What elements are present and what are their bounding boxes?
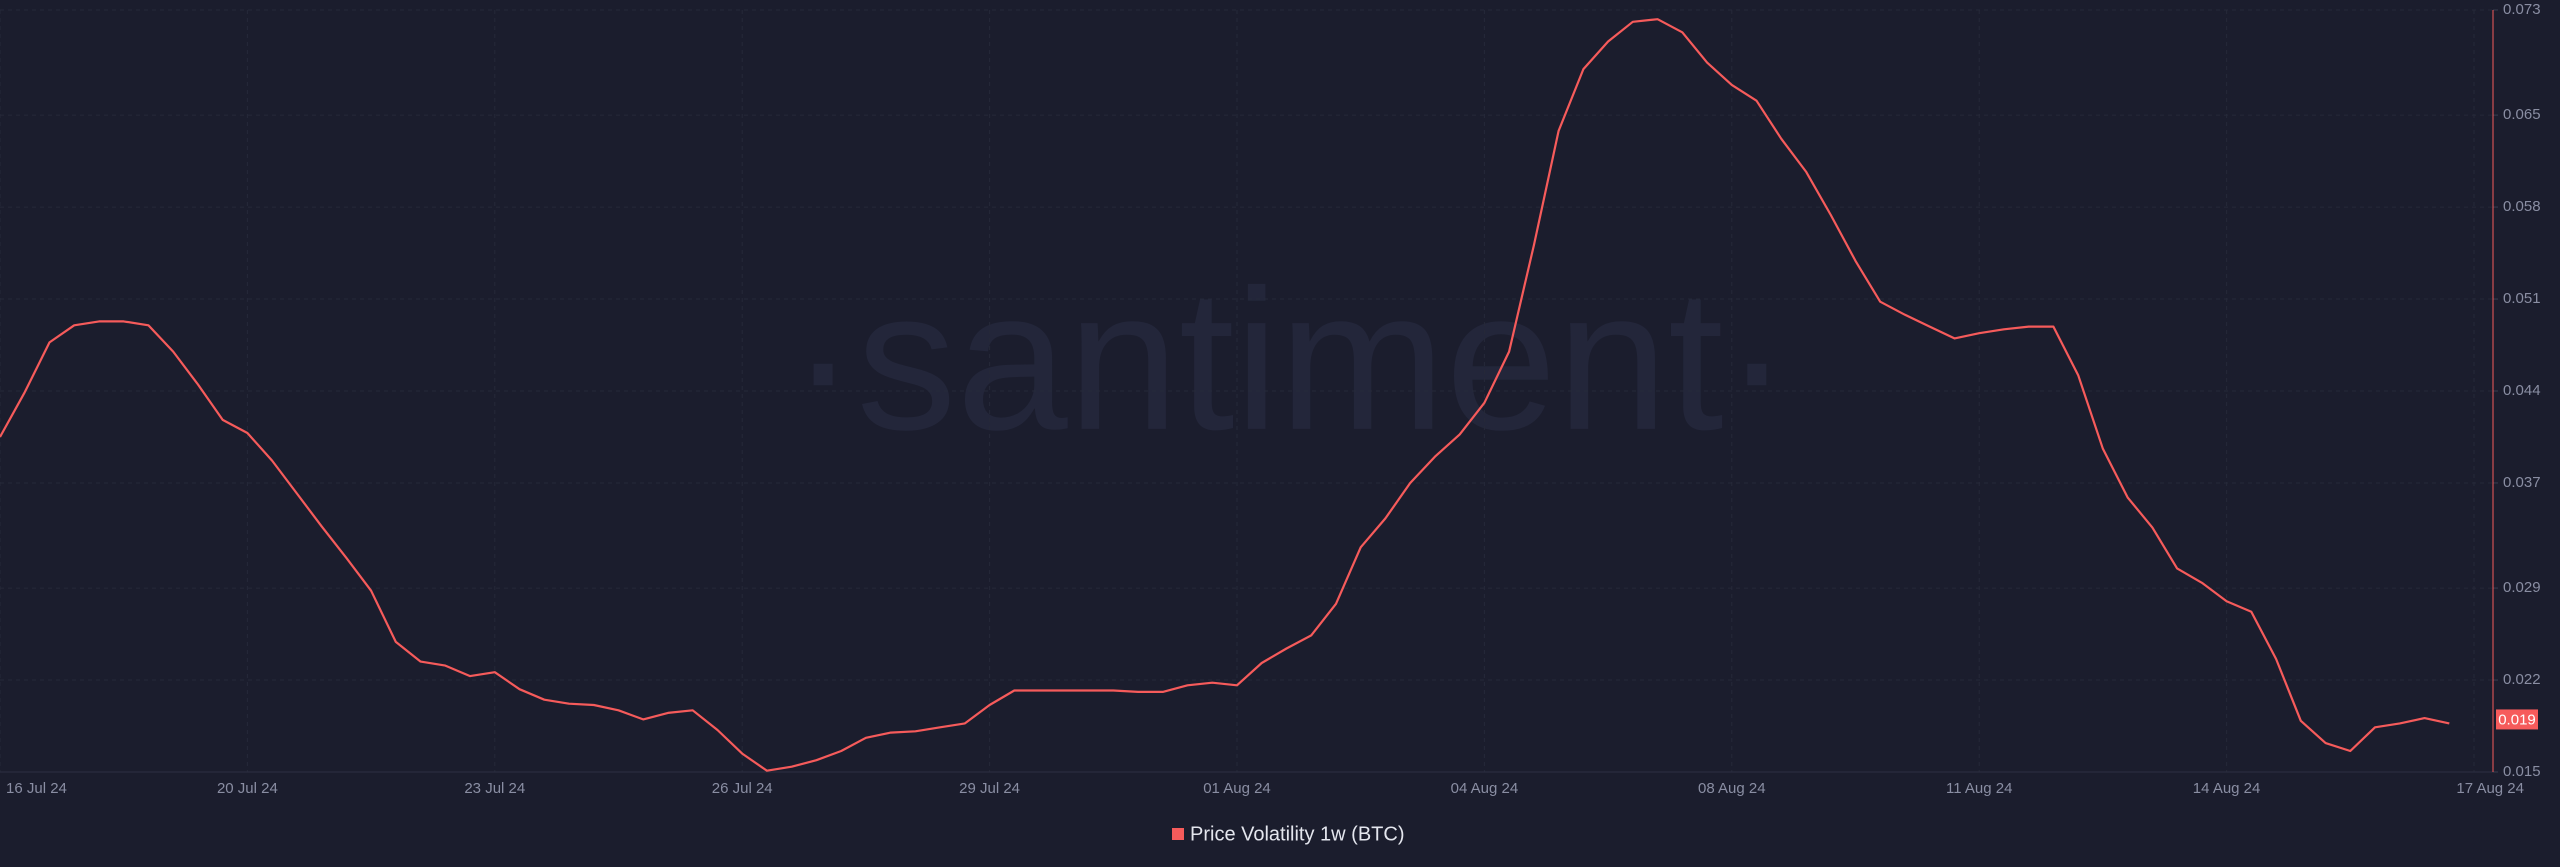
legend-label: Price Volatility 1w (BTC) [1190, 823, 1405, 845]
x-tick-label: 01 Aug 24 [1203, 780, 1271, 797]
x-tick-label: 17 Aug 24 [2456, 780, 2524, 797]
y-tick-label: 0.029 [2503, 579, 2541, 596]
y-tick-label: 0.037 [2503, 474, 2541, 491]
y-tick-label: 0.015 [2503, 763, 2541, 780]
x-tick-label: 23 Jul 24 [464, 780, 525, 797]
watermark: ·santiment· [790, 249, 1790, 472]
x-tick-label: 08 Aug 24 [1698, 780, 1766, 797]
x-tick-label: 14 Aug 24 [2193, 780, 2261, 797]
legend-swatch [1172, 828, 1184, 840]
last-value-label: 0.019 [2498, 711, 2536, 728]
y-tick-label: 0.065 [2503, 106, 2541, 123]
x-tick-label: 16 Jul 24 [6, 780, 67, 797]
y-tick-label: 0.073 [2503, 1, 2541, 18]
x-tick-label: 04 Aug 24 [1451, 780, 1519, 797]
y-tick-label: 0.044 [2503, 382, 2541, 399]
y-tick-label: 0.022 [2503, 671, 2541, 688]
line [0, 18, 2450, 772]
y-tick-label: 0.051 [2503, 290, 2541, 307]
last-value-badge [2496, 709, 2538, 730]
x-tick-label: 11 Aug 24 [1946, 780, 2012, 797]
x-tick-label: 29 Jul 24 [959, 780, 1020, 797]
x-tick-label: 20 Jul 24 [217, 780, 278, 797]
x-tick-label: 26 Jul 24 [712, 780, 773, 797]
y-tick-label: 0.058 [2503, 198, 2541, 215]
